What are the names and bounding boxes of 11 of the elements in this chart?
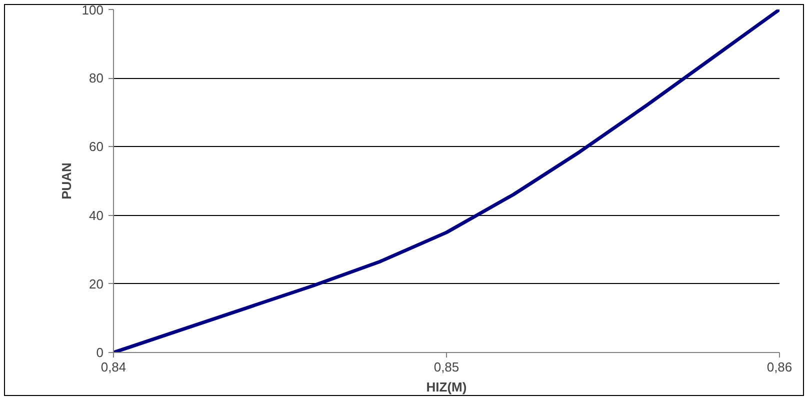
y-tick-label: 80 xyxy=(89,70,104,86)
x-tick-label: 0,85 xyxy=(434,360,460,374)
y-tick-label: 40 xyxy=(89,208,104,223)
x-axis-title: HIZ(M) xyxy=(426,380,467,394)
y-axis-title: PUAN xyxy=(58,162,74,200)
y-tick-label: 100 xyxy=(82,2,104,18)
y-tick-label: 20 xyxy=(89,276,104,292)
y-tick-label: 60 xyxy=(89,139,104,154)
x-tick-label: 0,86 xyxy=(766,360,792,374)
x-tick-label: 0,84 xyxy=(100,360,126,374)
y-tick-label: 0 xyxy=(96,345,104,360)
